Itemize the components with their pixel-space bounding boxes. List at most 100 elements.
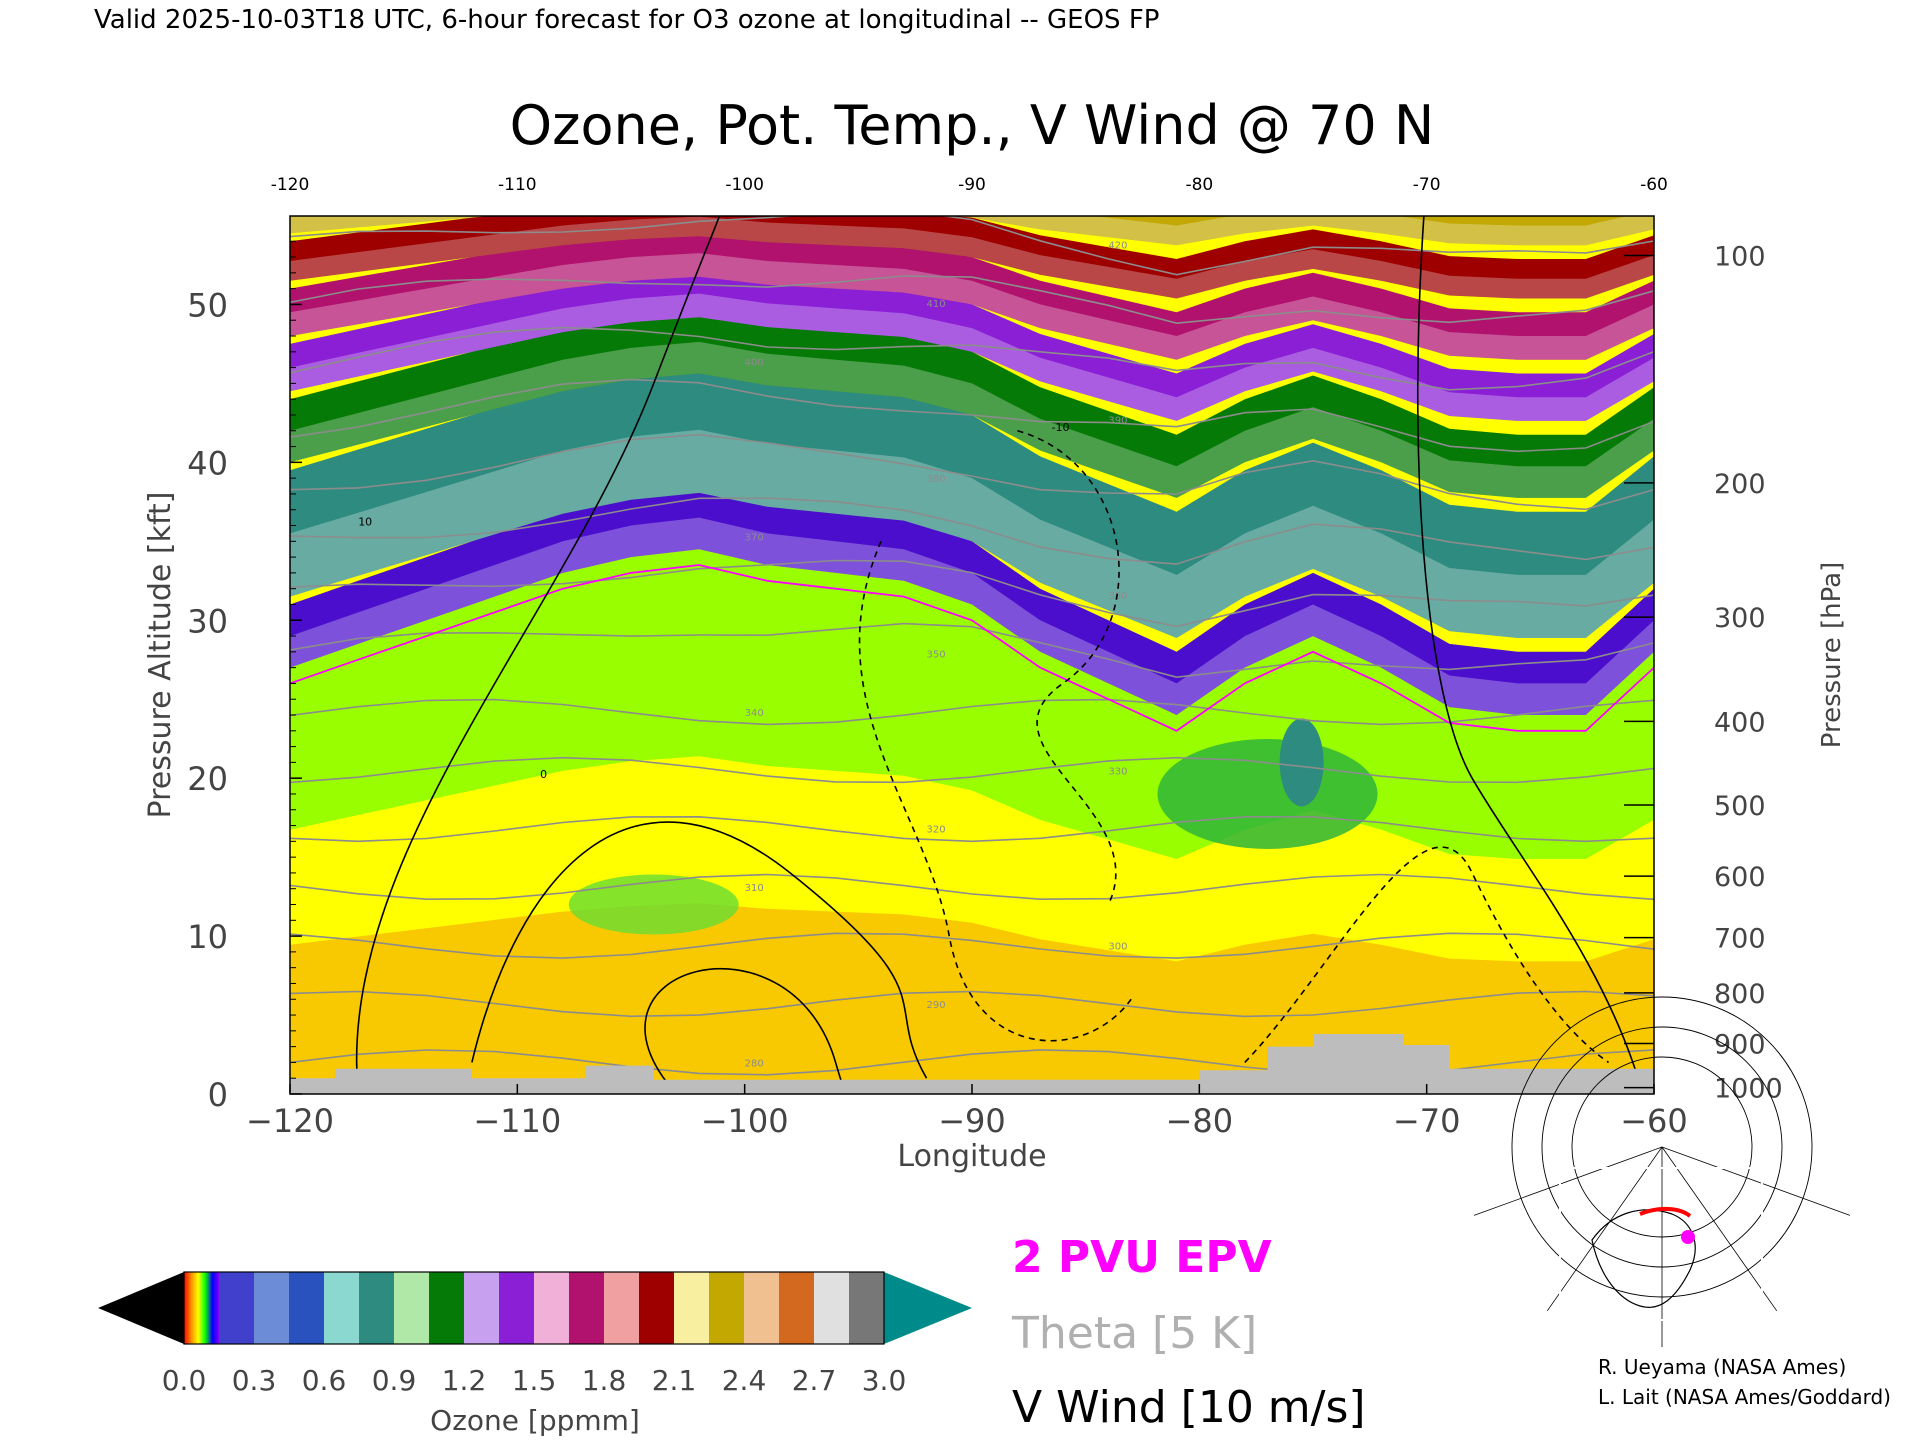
colorbar-tick-label: 2.4 <box>722 1364 767 1397</box>
theta-contour <box>290 622 1654 679</box>
colorbar-tick-label: 1.5 <box>512 1364 557 1397</box>
pressure-tick-label: 100 <box>1714 241 1766 272</box>
pressure-tick-label: 600 <box>1714 862 1766 893</box>
colorbar-segment <box>814 1272 850 1344</box>
colorbar-label: Ozone [ppmm] <box>430 1404 640 1437</box>
theta-label: 370 <box>745 533 764 544</box>
ozone-shade-stratosphere-3 <box>290 293 1654 421</box>
theta-label: 360 <box>1108 591 1127 602</box>
theta-contour <box>290 326 1654 391</box>
epv-2pvu-contour <box>290 564 1654 732</box>
colorbar-segment <box>604 1272 640 1344</box>
pressure-tick-label: 300 <box>1714 603 1766 634</box>
colorbar-segment <box>849 1272 885 1344</box>
ozone-layer-stratosphere-5 <box>290 216 1654 299</box>
plot-area: 280 290 300 310 320 330 340 350 360 370 380 390 400 4… <box>290 216 1654 1094</box>
colorbar-tick-label: 2.7 <box>792 1364 837 1397</box>
theta-contour <box>290 216 1654 276</box>
colorbar-tick-label: 0.0 <box>162 1364 207 1397</box>
theta-contour <box>290 275 1654 325</box>
theta-contour <box>290 815 1654 843</box>
v-wind-label: 10 <box>358 516 372 529</box>
theta-contour <box>290 698 1654 726</box>
theta-label: 350 <box>927 649 946 660</box>
ozone-layer-stratosphere-4 <box>290 229 1654 360</box>
colorbar-segment <box>219 1272 255 1344</box>
pressure-tick-label: 1000 <box>1714 1074 1783 1105</box>
v-wind-contour-positive <box>1416 216 1644 1094</box>
colorbar-tick-label: 0.9 <box>372 1364 417 1397</box>
ozone-layer-stratosphere-1 <box>290 366 1654 638</box>
pressure-tick-label: 400 <box>1714 707 1766 738</box>
theta-label: 420 <box>1108 240 1127 251</box>
legend-epv: 2 PVU EPV <box>1012 1232 1272 1283</box>
theta-contour <box>290 497 1654 565</box>
pressure-tick-label: 800 <box>1714 979 1766 1010</box>
ozone-layer-tropopause <box>290 486 1654 715</box>
top-tick-label: -60 <box>1640 175 1668 195</box>
v-wind-contour-positive <box>471 821 928 1079</box>
legend-wind: V Wind [10 m/s] <box>1012 1382 1366 1433</box>
pressure-tick-label: 500 <box>1714 791 1766 822</box>
top-tick-label: -80 <box>1185 175 1213 195</box>
x-tick-label: −100 <box>701 1102 789 1140</box>
colorbar-segment <box>709 1272 745 1344</box>
v-wind-contour-positive <box>355 216 721 1094</box>
pressure-tick-label: 200 <box>1714 469 1766 500</box>
colorbar-segment <box>289 1272 325 1344</box>
top-tick-label: -90 <box>958 175 986 195</box>
theta-label: 410 <box>927 299 946 310</box>
theta-label: 390 <box>1108 416 1127 427</box>
inset-meridian <box>1661 1146 1778 1312</box>
v-wind-label: 0 <box>540 768 547 781</box>
y-tick-label: 50 <box>187 286 228 324</box>
theta-contour <box>290 990 1654 1018</box>
colorbar-segment <box>639 1272 675 1344</box>
ozone-shade-stratosphere-1 <box>290 429 1654 638</box>
x-tick-label: −90 <box>938 1102 1006 1140</box>
y-axis-label: Pressure Altitude [kft] <box>143 492 178 819</box>
colorbar-segment <box>534 1272 570 1344</box>
top-tick-label: -110 <box>498 175 537 195</box>
theta-label: 330 <box>1108 766 1127 777</box>
y-tick-label: 10 <box>187 918 228 956</box>
y-tick-label: 30 <box>187 602 228 640</box>
inset-meridian <box>1473 1146 1663 1216</box>
top-tick-label: -120 <box>271 175 310 195</box>
x-tick-label: −80 <box>1166 1102 1234 1140</box>
x-tick-label: −70 <box>1393 1102 1461 1140</box>
theta-contour <box>290 873 1654 901</box>
ozone-pocket-teal <box>1279 718 1324 807</box>
theta-contour <box>290 378 1654 453</box>
axes: −120-120−110-110−100-100−90-90−80-80−70-… <box>187 175 1782 1140</box>
y-tick-label: 0 <box>208 1076 228 1114</box>
ozone-layer-stratosphere-6 <box>290 216 1654 246</box>
ozone-shade-stratosphere-6 <box>290 216 1654 246</box>
colorbar-segment <box>499 1272 535 1344</box>
colorbar-segment <box>254 1272 290 1344</box>
ozone-shade-tropopause <box>290 517 1654 715</box>
inset-continent-outline <box>1591 1209 1696 1308</box>
v-wind-label: -10 <box>1052 421 1070 434</box>
colorbar-segment <box>744 1272 780 1344</box>
polar-locator-map <box>1473 996 1851 1347</box>
top-tick-label: -70 <box>1413 175 1441 195</box>
top-tick-label: -100 <box>725 175 764 195</box>
valid-time-header: Valid 2025-10-03T18 UTC, 6-hour forecast… <box>94 5 1159 35</box>
theta-label: 280 <box>745 1058 764 1069</box>
ozone-pocket-green <box>1157 738 1378 849</box>
y-tick-label: 20 <box>187 760 228 798</box>
inset-track <box>1639 1207 1692 1218</box>
ozone-pocket-lime <box>568 874 739 935</box>
theta-contour <box>290 756 1654 784</box>
theta-label: 400 <box>745 357 764 368</box>
credit-line-1: R. Ueyama (NASA Ames) <box>1598 1355 1846 1379</box>
colorbar-segment <box>464 1272 500 1344</box>
x-tick-label: −60 <box>1620 1102 1688 1140</box>
chart-title: Ozone, Pot. Temp., V Wind @ 70 N <box>510 94 1435 157</box>
theta-contour <box>290 932 1654 959</box>
theta-label: 320 <box>927 825 946 836</box>
inset-clip-frame <box>1559 1167 1763 1321</box>
colorbar-high-arrow <box>884 1272 972 1344</box>
